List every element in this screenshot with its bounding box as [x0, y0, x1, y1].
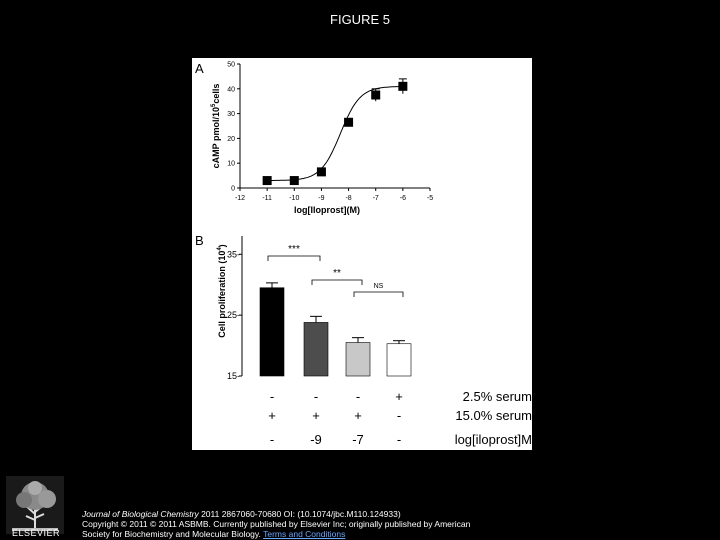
b-y-tick-label: 15- — [227, 371, 240, 381]
terms-link[interactable]: Terms and Conditions — [263, 529, 346, 539]
a-x-tick-label: -7 — [373, 195, 379, 202]
b-condition-cell: - — [397, 408, 401, 423]
a-y-tick-label: 20 — [227, 136, 235, 143]
b-condition-cell: - — [356, 389, 360, 404]
b-condition-cell: - — [314, 389, 318, 404]
b-condition-cell: + — [354, 408, 362, 423]
a-x-tick-label: -5 — [427, 195, 433, 202]
a-y-tick-label: 10 — [227, 161, 235, 168]
b-bar — [259, 287, 285, 377]
panel-a-letter: A — [195, 61, 204, 76]
b-significance-bracket — [267, 255, 321, 261]
a-fit-curve — [267, 86, 403, 181]
b-condition-cell: - — [397, 432, 401, 447]
figure-title: FIGURE 5 — [330, 12, 390, 27]
b-condition-label: 15.0% serum — [455, 408, 532, 423]
b-significance-bracket — [311, 279, 363, 285]
panel-b-letter: B — [195, 233, 204, 248]
society-line: Society for Biochemistry and Molecular B… — [82, 529, 712, 539]
society-text: Society for Biochemistry and Molecular B… — [82, 529, 264, 539]
journal-name: Journal of Biological Chemistry — [82, 509, 199, 519]
a-y-tick-label: 0 — [231, 186, 235, 193]
b-significance-label: NS — [374, 283, 384, 290]
figure-panel: A 0 10 20 30 40 50 -12 -11 -10 -9 -8 -7 -6 -5 log[Ilop… — [192, 58, 532, 450]
a-x-tick-label: -9 — [318, 195, 324, 202]
figure-svg: A 0 10 20 30 40 50 -12 -11 -10 -9 -8 -7 -6 -5 log[Ilop… — [195, 61, 532, 447]
a-x-tick-label: -6 — [400, 195, 406, 202]
a-x-axis-label: log[Iloprost](M) — [294, 205, 360, 215]
elsevier-wordmark: ELSEVIER — [11, 528, 61, 538]
a-x-tick-label: -12 — [235, 195, 245, 202]
citation-line: Journal of Biological Chemistry 2011 286… — [82, 509, 712, 519]
b-condition-label: 2.5% serum — [463, 389, 532, 404]
a-x-tick-label: -11 — [262, 195, 272, 202]
b-y-tick-label: 25- — [227, 310, 240, 320]
b-condition-cell: -7 — [352, 432, 364, 447]
a-data-point — [344, 117, 354, 127]
a-y-axis-label: cAMP pmol/105cells — [211, 84, 221, 169]
chart-a-dose-response: 0 10 20 30 40 50 -12 -11 -10 -9 -8 -7 -6 -5 log[Ilopro… — [211, 62, 433, 216]
a-y-tick-label: 30 — [227, 111, 235, 118]
citation-block: Journal of Biological Chemistry 2011 286… — [82, 509, 712, 539]
a-data-point — [398, 81, 408, 91]
a-data-point — [371, 90, 381, 100]
b-condition-cell: + — [395, 389, 403, 404]
a-data-point — [316, 167, 326, 177]
b-y-axis-label: Cell proliferation (104) — [217, 244, 227, 337]
b-condition-cell: -9 — [310, 432, 322, 447]
a-x-tick-label: -10 — [289, 195, 299, 202]
b-y-tick-label: 35- — [227, 249, 240, 259]
b-condition-cell: + — [312, 408, 320, 423]
b-significance-bracket — [353, 291, 404, 297]
b-condition-cell: + — [268, 408, 276, 423]
a-data-point — [289, 176, 299, 186]
b-bar — [386, 343, 412, 377]
b-significance-label: *** — [288, 244, 300, 255]
a-x-tick-label: -8 — [345, 195, 351, 202]
a-y-tick-label: 40 — [227, 86, 235, 93]
a-data-point — [262, 176, 272, 186]
b-significance-label: ** — [333, 268, 341, 279]
b-bar — [303, 322, 329, 377]
a-y-tick-label: 50 — [227, 62, 235, 69]
b-condition-label: log[iloprost]M — [455, 432, 532, 447]
chart-b-proliferation: 15-25-35-Cell proliferation (104) *****NS… — [217, 236, 532, 447]
b-condition-cell: - — [270, 389, 274, 404]
b-bar — [345, 342, 371, 377]
b-condition-cell: - — [270, 432, 274, 447]
citation-details: 2011 2867060-70680 OI: (10.1074/jbc.M110… — [198, 509, 401, 519]
elsevier-tree-logo — [6, 476, 64, 534]
copyright-line: Copyright © 2011 © 2011 ASBMB. Currently… — [82, 519, 471, 529]
